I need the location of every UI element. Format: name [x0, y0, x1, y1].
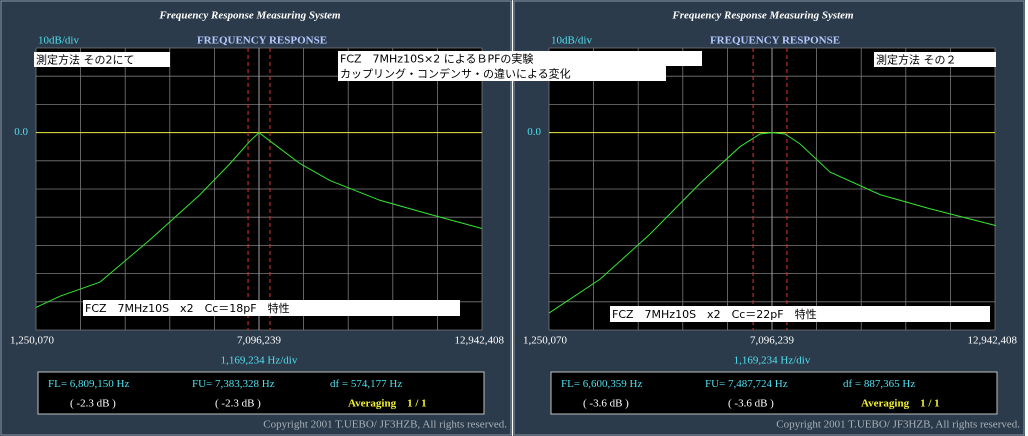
panel-border — [513, 0, 1025, 436]
note: FCZ 7MHz10S x2 Cc＝18pF 特性 — [85, 301, 290, 315]
fu-part: FU= — [192, 378, 215, 390]
fu-part: Hz — [775, 378, 788, 390]
fl-part: Hz — [630, 378, 643, 390]
fl-part: FL= — [48, 378, 70, 390]
fl-db: ( -2.3 dB ) — [70, 398, 116, 410]
df-part: 574,177 — [351, 378, 390, 390]
readout-box — [550, 371, 998, 415]
fu-db: ( -3.6 dB ) — [728, 398, 774, 410]
x-tick-label: 12,942,408 — [455, 335, 505, 347]
fl-part: 6,600,359 — [583, 378, 630, 390]
note-box — [610, 306, 990, 322]
note: FCZ 7MHz10S x2 Cc＝22pF 特性 — [612, 307, 817, 321]
fu-part: FU= — [705, 378, 728, 390]
x-tick-label: 7,096,239 — [237, 335, 282, 347]
fu-part: Hz — [262, 378, 275, 390]
df-part: df = — [843, 378, 864, 390]
note: FCZ 7MHz10S×2 によるＢPFの実験 — [340, 52, 533, 66]
df-part: 887,365 — [864, 378, 903, 390]
copyright: Copyright 2001 T.UEBO/ JF3HZB, All right… — [776, 419, 1020, 431]
fu-part: 7,487,724 — [728, 378, 775, 390]
df-part: df = — [330, 378, 351, 390]
x-div-label: 1,169,234 Hz/div — [734, 355, 811, 367]
response-curve — [548, 132, 997, 314]
note-box — [83, 300, 460, 316]
df-readout: df = 887,365 Hz — [843, 378, 915, 390]
averaging: Averaging 1 / 1 — [348, 398, 427, 410]
note-box — [34, 52, 170, 67]
x-tick-label: 1,250,070 — [523, 335, 568, 347]
note-box — [874, 52, 996, 67]
fu-part: 7,383,328 — [215, 378, 262, 390]
fl-part: 6,809,150 — [70, 378, 117, 390]
df-readout: df = 574,177 Hz — [330, 378, 402, 390]
fu-readout: FU= 7,383,328 Hz — [192, 378, 275, 390]
fl-part: FL= — [561, 378, 583, 390]
y-tick-label: 0.0 — [14, 126, 28, 138]
note: 測定方法 その２ — [876, 53, 957, 67]
y-tick-label: 0.0 — [527, 126, 541, 138]
note: カップリング・コンデンサ・の違いによる変化 — [340, 67, 571, 81]
panel-border — [0, 0, 512, 436]
averaging: Averaging 1 / 1 — [861, 398, 940, 410]
note-box — [338, 51, 702, 66]
fl-db: ( -3.6 dB ) — [583, 398, 629, 410]
scale-label: 10dB/div — [551, 35, 592, 47]
fl-readout: FL= 6,600,359 Hz — [561, 378, 642, 390]
fu-readout: FU= 7,487,724 Hz — [705, 378, 788, 390]
x-tick-label: 12,942,408 — [968, 335, 1018, 347]
panel-title: Frequency Response Measuring System — [671, 10, 854, 22]
fl-readout: FL= 6,809,150 Hz — [48, 378, 129, 390]
fl-part: Hz — [117, 378, 130, 390]
panel-title: Frequency Response Measuring System — [158, 10, 341, 22]
note-box — [338, 66, 666, 81]
response-curve — [35, 131, 483, 308]
fu-db: ( -2.3 dB ) — [215, 398, 261, 410]
copyright: Copyright 2001 T.UEBO/ JF3HZB, All right… — [263, 419, 507, 431]
x-tick-label: 7,096,239 — [750, 335, 795, 347]
scale-label: 10dB/div — [38, 35, 79, 47]
df-part: Hz — [902, 378, 915, 390]
df-part: Hz — [389, 378, 402, 390]
note: 測定方法 その2にて — [36, 53, 135, 67]
x-div-label: 1,169,234 Hz/div — [221, 355, 298, 367]
heading: FREQUENCY RESPONSE — [197, 35, 327, 47]
x-tick-label: 1,250,070 — [10, 335, 55, 347]
readout-box — [37, 371, 485, 415]
heading: FREQUENCY RESPONSE — [710, 35, 840, 47]
